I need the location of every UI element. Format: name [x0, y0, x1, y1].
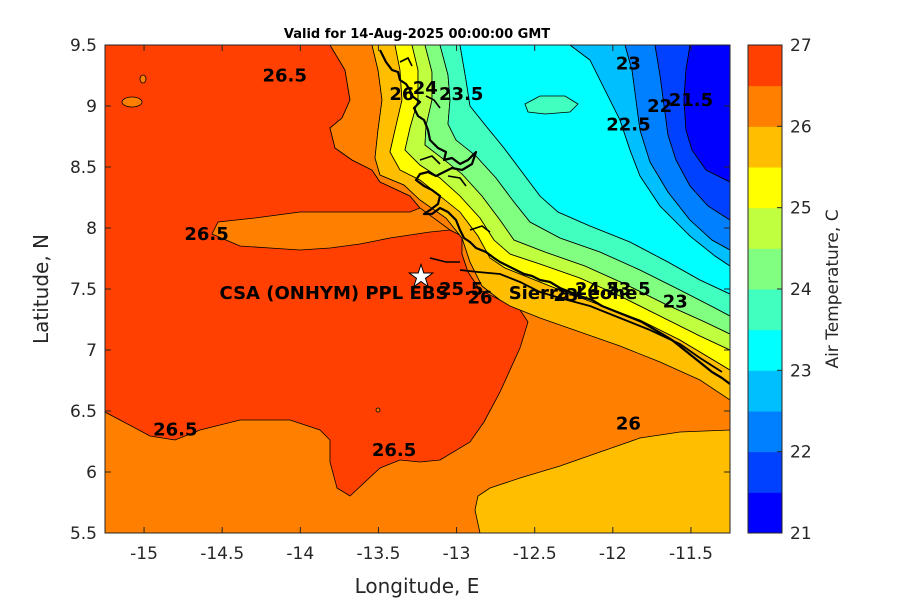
- colorbar-level: [748, 492, 782, 534]
- y-tick-label: 7.5: [70, 280, 97, 300]
- small-contour-island-3: [375, 407, 381, 413]
- band-21-21_5: [683, 45, 730, 183]
- y-tick-label: 5.5: [70, 524, 97, 544]
- colorbar-level: [748, 85, 782, 127]
- colorbar-tick-label: 23: [790, 361, 812, 381]
- colorbar-tick-label: 24: [790, 280, 812, 300]
- colorbar-tick-label: 26: [790, 117, 812, 137]
- colorbar-tick-label: 22: [790, 443, 812, 463]
- y-tick-label: 6.5: [70, 402, 97, 422]
- colorbar-level: [748, 289, 782, 331]
- contour-label: 23.5: [439, 84, 483, 105]
- colorbar-label: Air Temperature, C: [823, 209, 843, 368]
- contour-label: 23.5: [606, 279, 650, 300]
- x-tick-label: -12: [599, 544, 627, 564]
- x-tick-label: -14.5: [200, 544, 244, 564]
- colorbar-ticks: 21 22 23 24 25 26 27: [777, 36, 812, 544]
- x-tick-label: -11.5: [669, 544, 713, 564]
- band-25_5-26-south: [474, 429, 730, 533]
- coastline: [379, 49, 730, 385]
- colorbar-level: [748, 167, 782, 209]
- contour-labels: 26.526.526.526.526262625.523.5232322.522…: [153, 53, 713, 461]
- contour-label: 26.5: [184, 224, 228, 245]
- contour-label: 22.5: [606, 114, 650, 135]
- small-contour-island-2: [121, 96, 143, 108]
- y-tick-label: 7: [86, 341, 97, 361]
- colorbar-level: [748, 451, 782, 493]
- small-contour-island-1: [139, 74, 147, 84]
- figure-title: Valid for 14-Aug-2025 00:00:00 GMT: [284, 27, 550, 42]
- x-tick-label: -14: [286, 544, 314, 564]
- y-tick-label: 8: [86, 219, 97, 239]
- colorbar-level: [748, 207, 782, 249]
- coastline-inner: [459, 269, 723, 373]
- contour-label: 21.5: [669, 90, 713, 111]
- colorbar-level: [748, 45, 782, 87]
- contour-label: 25.5: [439, 279, 483, 300]
- contour-label: 26.5: [372, 440, 416, 461]
- x-axis-ticks: -15 -14.5 -14 -13.5 -13 -12.5 -12 -11.5: [130, 45, 713, 564]
- y-axis-label: Latitude, N: [29, 234, 53, 344]
- contour-label: 23: [663, 291, 688, 312]
- y-axis-ticks: 5.5 6 6.5 7 7.5 8 8.5 9 9.5: [70, 36, 730, 544]
- contour-label: 26.5: [153, 419, 197, 440]
- contour-label: 26: [467, 288, 492, 309]
- country-label: Sierra Leone: [509, 283, 638, 304]
- y-tick-label: 9.5: [70, 36, 97, 56]
- colorbar-level: [748, 329, 782, 371]
- colorbar-tick-label: 21: [790, 524, 812, 544]
- x-tick-label: -13.5: [356, 544, 400, 564]
- colorbar-level: [748, 248, 782, 290]
- contour-label: 23: [553, 285, 578, 306]
- contour-label: 24.5: [575, 279, 619, 300]
- colorbar: [748, 45, 782, 534]
- contour-label: 26: [616, 413, 641, 434]
- band-23_5-24-blob: [524, 95, 579, 115]
- x-axis-label: Longitude, E: [355, 574, 480, 598]
- contour-label: 23: [616, 53, 641, 74]
- contour-label: 26: [389, 84, 414, 105]
- y-tick-label: 8.5: [70, 158, 97, 178]
- colorbar-tick-label: 25: [790, 199, 812, 219]
- estuary-lines: [399, 56, 491, 263]
- colorbar-level: [748, 411, 782, 453]
- x-tick-label: -12.5: [513, 544, 557, 564]
- colorbar-level: [748, 126, 782, 168]
- x-tick-label: -13: [443, 544, 471, 564]
- contour-label: 22: [647, 96, 672, 117]
- contour-label: 26.5: [262, 66, 306, 87]
- site-star-icon: [407, 262, 435, 289]
- y-tick-label: 6: [86, 463, 97, 483]
- contour-label: 24: [413, 78, 438, 99]
- colorbar-level: [748, 370, 782, 412]
- temperature-field: CSA (ONHYM) PPL EBS Sierra Leone 26.5 26.…: [105, 45, 730, 533]
- site-label: CSA (ONHYM) PPL EBS: [220, 283, 449, 304]
- x-tick-label: -15: [130, 544, 158, 564]
- y-tick-label: 9: [86, 97, 97, 117]
- colorbar-tick-label: 27: [790, 36, 812, 56]
